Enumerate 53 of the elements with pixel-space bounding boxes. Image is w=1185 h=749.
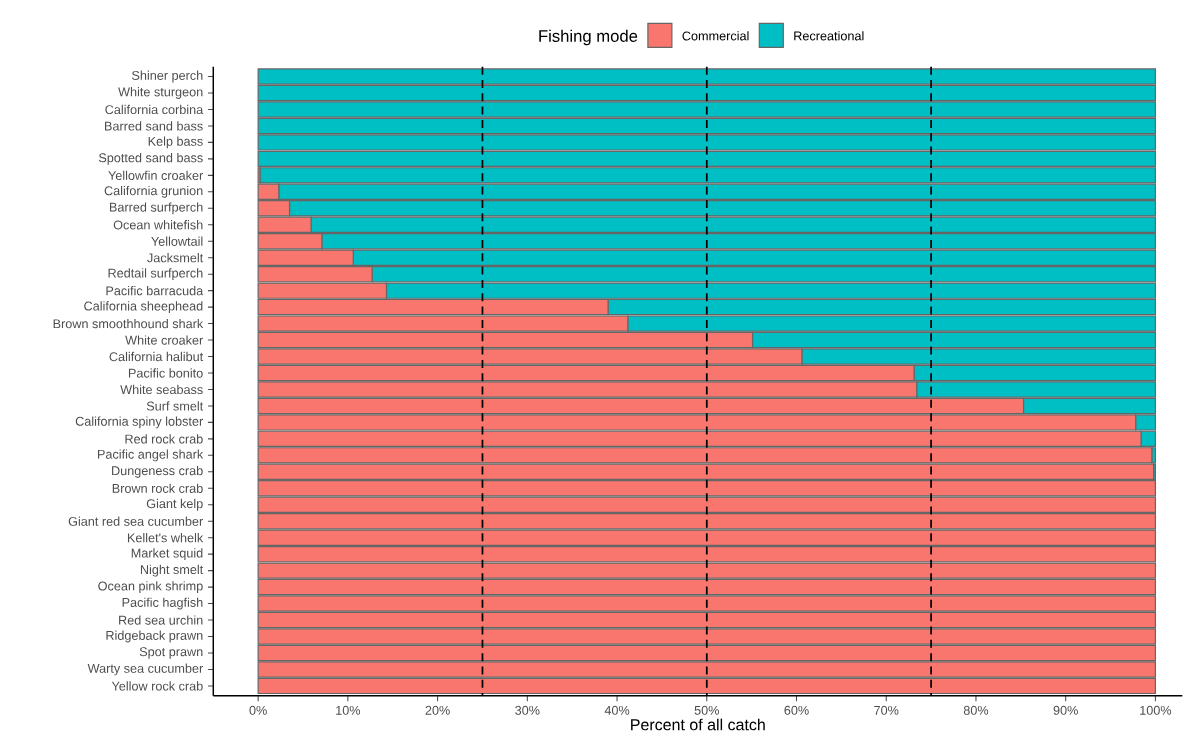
y-tick-label: White croaker — [125, 335, 204, 345]
y-tick-label: Pacific bonito — [128, 368, 203, 378]
y-tick-label: Jacksmelt — [147, 253, 204, 263]
y-tick-label: Night smelt — [140, 564, 204, 577]
x-tick-label: 90% — [1053, 705, 1078, 715]
x-tick-label: 40% — [604, 705, 630, 715]
y-tick-label: Ocean pink shrimp — [98, 581, 203, 593]
x-tick-label: 60% — [784, 705, 809, 715]
y-tick-label: Red sea urchin — [119, 615, 203, 625]
y-tick-label: California sheephead — [84, 301, 203, 313]
y-tick-label: Pacific hagfish — [122, 597, 203, 610]
y-tick-label: Brown rock crab — [112, 483, 203, 493]
y-tick-label: Yellowtail — [151, 236, 203, 246]
x-axis-title: Percent of all catch — [631, 718, 765, 731]
y-tick-label: Kelp bass — [148, 136, 203, 149]
legend-label: Recreational — [794, 31, 864, 41]
y-tick-label: Pacific angel shark — [98, 449, 204, 462]
y-tick-label: Shiner perch — [132, 70, 203, 83]
y-tick-label: Redtail surfperch — [108, 268, 203, 281]
y-tick-label: Spotted sand bass — [98, 152, 203, 165]
legend-label: Commercial — [682, 31, 749, 41]
y-tick-label: Giant kelp — [146, 498, 203, 511]
x-tick-label: 70% — [874, 705, 899, 715]
x-tick-label: 100% — [1140, 705, 1172, 715]
y-tick-label: Dungeness crab — [112, 465, 203, 478]
x-tick-label: 30% — [515, 705, 540, 715]
y-tick-label: Giant red sea cucumber — [68, 516, 204, 526]
y-tick-label: Yellowfin croaker — [108, 170, 204, 180]
y-tick-label: Pacific barracuda — [106, 285, 204, 296]
y-tick-label: California grunion — [104, 185, 203, 198]
y-tick-label: California halibut — [109, 351, 204, 362]
y-tick-label: White sturgeon — [118, 87, 203, 99]
y-tick-label: Surf smelt — [146, 401, 204, 411]
y-tick-label: Barred sand bass — [105, 121, 203, 131]
x-tick-label: 20% — [425, 705, 450, 715]
x-tick-label: 80% — [963, 705, 989, 715]
y-tick-label: California spiny lobster — [75, 416, 203, 429]
x-tick-label: 0% — [249, 705, 267, 715]
y-tick-label: Red rock crab — [125, 434, 203, 444]
legend-title: Fishing mode — [539, 29, 638, 46]
y-tick-label: Yellow rock crab — [111, 681, 203, 691]
y-tick-label: Ocean whitefish — [113, 220, 203, 230]
y-tick-label: Brown smoothhound shark — [53, 318, 204, 329]
x-tick-label: 10% — [336, 705, 361, 715]
y-tick-label: Spot prawn — [139, 647, 203, 659]
y-tick-label: White seabass — [120, 384, 203, 395]
y-tick-label: Ridgeback prawn — [106, 630, 203, 643]
y-tick-label: Barred surfperch — [109, 202, 203, 215]
y-tick-label: Market squid — [131, 548, 203, 561]
y-tick-label: California corbina — [105, 104, 204, 115]
y-tick-label: Warty sea cucumber — [87, 663, 204, 676]
x-tick-label: 50% — [694, 705, 719, 715]
y-tick-label: Kellet's whelk — [127, 532, 204, 543]
